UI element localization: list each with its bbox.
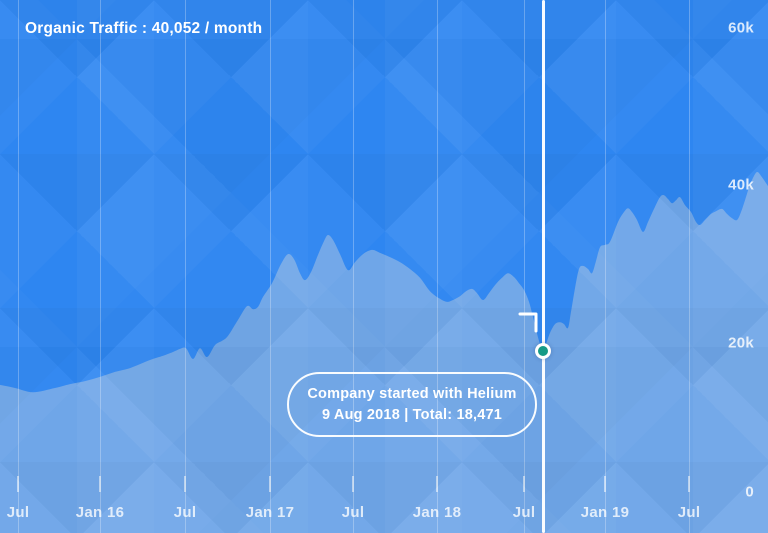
x-axis-label: Jul [341, 504, 365, 521]
x-axis-tick [352, 476, 354, 492]
y-axis-label: 0 [745, 483, 754, 501]
vertical-gridline [100, 0, 101, 533]
y-axis-label: 60k [728, 19, 754, 37]
x-axis-label: Jan 18 [412, 504, 462, 521]
vertical-gridline [353, 0, 354, 533]
vertical-gridline [524, 0, 525, 533]
event-marker-dot[interactable] [535, 342, 551, 359]
vertical-gridline [605, 0, 606, 533]
vertical-gridline [437, 0, 438, 533]
y-axis-label: 20k [728, 334, 754, 352]
x-axis-tick [436, 476, 438, 492]
annotation-line1: Company started with Helium [307, 385, 517, 402]
x-axis-tick [523, 476, 525, 492]
x-axis-tick [184, 476, 186, 492]
helium-annotation-pill: Company started with Helium 9 Aug 2018 |… [287, 372, 537, 437]
vertical-gridline [689, 0, 690, 533]
x-axis-label: Jan 19 [580, 504, 630, 521]
chart-title: Organic Traffic : 40,052 / month [25, 20, 263, 37]
helium-start-event-line [541, 0, 545, 533]
vertical-gridline [185, 0, 186, 533]
y-axis-label: 40k [728, 176, 754, 194]
x-axis-label: Jan 16 [75, 504, 125, 521]
x-axis-tick [99, 476, 101, 492]
vertical-gridline [18, 0, 19, 533]
x-axis-tick [688, 476, 690, 492]
x-axis-label: Jan 17 [245, 504, 295, 521]
x-axis-label: Jul [677, 504, 701, 521]
x-axis-label: Jul [173, 504, 197, 521]
x-axis-label: Jul [512, 504, 536, 521]
x-axis-tick [604, 476, 606, 492]
x-axis-label: Jul [6, 504, 30, 521]
x-axis-tick [17, 476, 19, 492]
vertical-gridline [270, 0, 271, 533]
traffic-area-series[interactable] [0, 171, 768, 533]
annotation-line2: 9 Aug 2018 | Total: 18,471 [321, 406, 503, 423]
corner-bracket-icon [518, 312, 538, 333]
x-axis-tick [269, 476, 271, 492]
